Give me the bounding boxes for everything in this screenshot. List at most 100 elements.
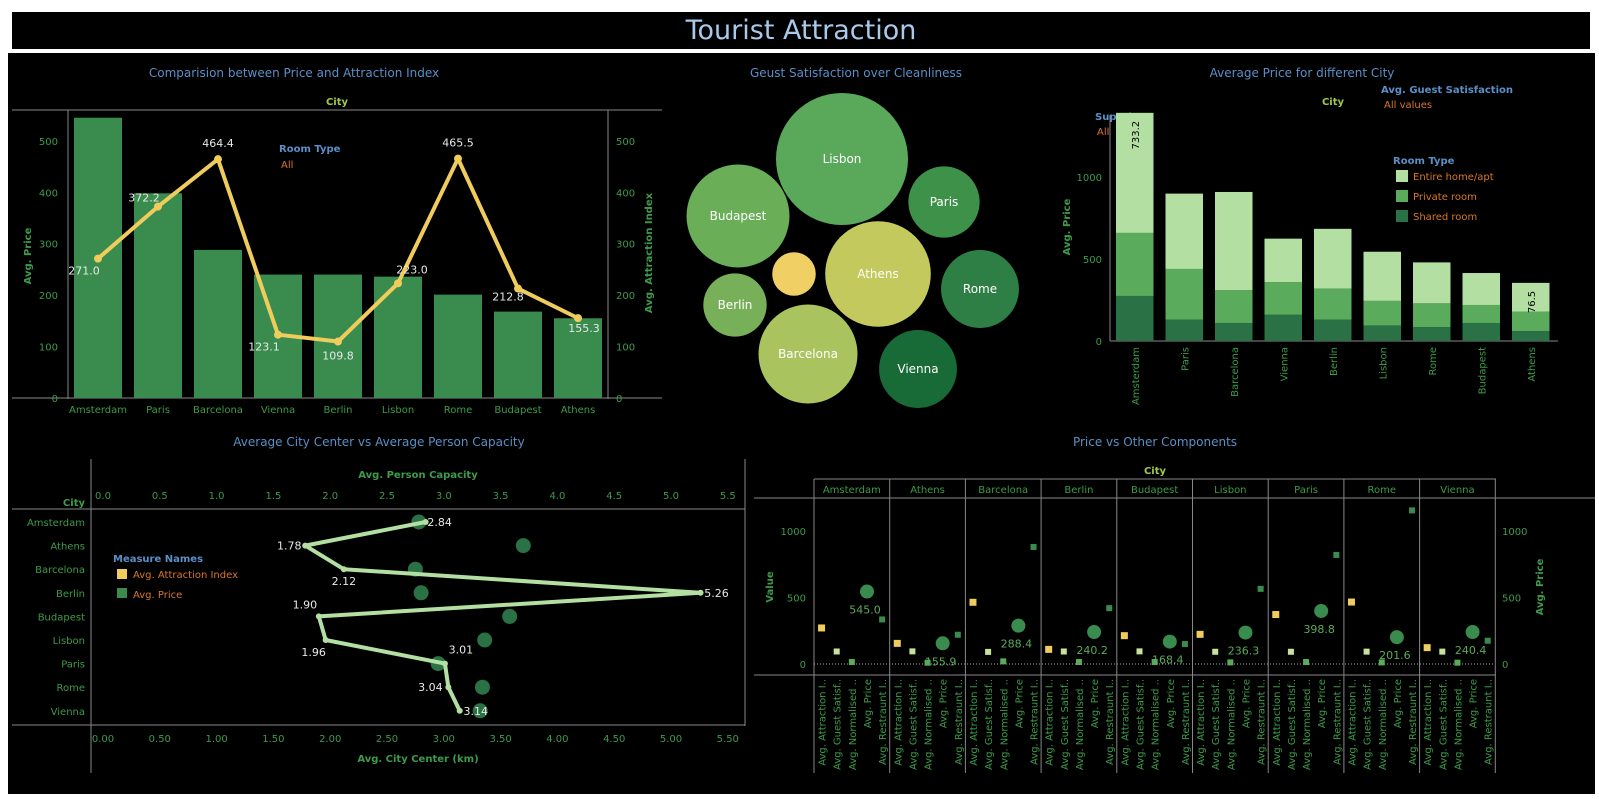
c3-bar-segment[interactable] — [1314, 228, 1352, 289]
c5-price-mark[interactable] — [859, 584, 874, 599]
c3-gs-value[interactable]: All values — [1384, 100, 1432, 111]
c5-attraction-mark[interactable] — [893, 639, 901, 647]
c5-price-mark[interactable] — [1011, 618, 1026, 633]
c1-line-point[interactable] — [154, 202, 162, 211]
c5-guest-mark[interactable] — [1363, 648, 1370, 655]
c1-bar[interactable] — [134, 193, 182, 398]
c5-guest-mark[interactable] — [1060, 648, 1067, 655]
c3-superhost-value[interactable]: All — [1097, 127, 1109, 138]
c3-bar-segment[interactable] — [1413, 262, 1451, 304]
c5-guest-mark[interactable] — [833, 648, 840, 655]
c4-capacity-dot[interactable] — [502, 608, 518, 624]
c3-bar-segment[interactable] — [1363, 300, 1402, 326]
c5-price-mark[interactable] — [1162, 634, 1177, 649]
c5-price-mark[interactable] — [1238, 625, 1253, 640]
c5-normalised-mark[interactable] — [924, 659, 931, 666]
c5-attraction-mark[interactable] — [969, 598, 977, 606]
c4-center-point[interactable] — [315, 613, 322, 620]
c3-bar-segment[interactable] — [1462, 273, 1501, 305]
c5-normalised-mark[interactable] — [1000, 658, 1007, 665]
c3-bar-segment[interactable] — [1264, 282, 1303, 315]
c4-capacity-dot[interactable] — [477, 632, 493, 648]
c5-attraction-mark[interactable] — [1347, 598, 1355, 606]
c5-restaurant-mark[interactable] — [1106, 605, 1113, 612]
c3-bar-segment[interactable] — [1215, 191, 1253, 291]
c1-bar[interactable] — [434, 294, 482, 398]
c2-bubble[interactable] — [908, 166, 980, 238]
c3-bar-segment[interactable] — [1462, 304, 1501, 323]
c1-bar[interactable] — [494, 311, 542, 398]
c2-bubble[interactable] — [703, 273, 767, 337]
c4-capacity-dot[interactable] — [413, 585, 429, 601]
c5-price-mark[interactable] — [1389, 630, 1404, 645]
c1-line-point[interactable] — [574, 314, 582, 323]
c5-normalised-mark[interactable] — [1075, 659, 1082, 666]
c3-bar-segment[interactable] — [1116, 295, 1154, 341]
c3-bar-segment[interactable] — [1413, 303, 1451, 328]
c3-bar-segment[interactable] — [1314, 319, 1352, 341]
c5-guest-mark[interactable] — [985, 648, 992, 655]
c5-guest-mark[interactable] — [1287, 648, 1294, 655]
c3-legend-item[interactable]: Private room — [1413, 192, 1477, 203]
c3-bar-segment[interactable] — [1413, 327, 1451, 341]
c5-price-mark[interactable] — [1465, 625, 1480, 640]
c3-bar-segment[interactable] — [1165, 319, 1204, 341]
c5-normalised-mark[interactable] — [1454, 659, 1461, 666]
c3-bar-segment[interactable] — [1314, 288, 1352, 320]
c5-restaurant-mark[interactable] — [1484, 637, 1491, 644]
c2-bubble[interactable] — [772, 252, 816, 296]
c4-legend-item-attraction[interactable]: Avg. Attraction Index — [133, 570, 238, 581]
c3-bar-segment[interactable] — [1165, 193, 1204, 269]
c3-bar-segment[interactable] — [1512, 311, 1550, 332]
c5-normalised-mark[interactable] — [1378, 659, 1385, 666]
c5-attraction-mark[interactable] — [1272, 611, 1280, 619]
c3-bar-segment[interactable] — [1512, 331, 1550, 341]
c4-capacity-dot[interactable] — [515, 538, 531, 554]
c3-bar-segment[interactable] — [1116, 112, 1154, 233]
c5-guest-mark[interactable] — [1212, 648, 1219, 655]
c3-bar-segment[interactable] — [1363, 251, 1402, 301]
c3-bar-segment[interactable] — [1116, 232, 1154, 296]
c1-bar[interactable] — [314, 274, 362, 398]
c3-bar-segment[interactable] — [1264, 238, 1303, 283]
c5-normalised-mark[interactable] — [1151, 659, 1158, 666]
c1-line-point[interactable] — [394, 279, 402, 288]
c5-attraction-mark[interactable] — [818, 624, 826, 632]
c5-price-mark[interactable] — [1314, 603, 1329, 618]
c5-normalised-mark[interactable] — [1227, 659, 1234, 666]
c5-attraction-mark[interactable] — [1045, 645, 1053, 653]
c4-center-point[interactable] — [422, 519, 429, 525]
c4-center-point[interactable] — [340, 566, 347, 573]
c3-bar-segment[interactable] — [1462, 322, 1501, 341]
c5-restaurant-mark[interactable] — [1257, 585, 1264, 592]
c1-line-point[interactable] — [94, 254, 102, 263]
c1-bar[interactable] — [374, 276, 422, 398]
c3-legend-item[interactable]: Entire home/apt — [1413, 172, 1494, 183]
c4-center-point[interactable] — [697, 589, 704, 596]
c4-capacity-dot[interactable] — [472, 703, 488, 719]
c2-bubble[interactable] — [776, 93, 908, 225]
c2-bubble[interactable] — [686, 164, 790, 268]
c4-center-point[interactable] — [441, 660, 448, 667]
c5-guest-mark[interactable] — [1439, 648, 1446, 655]
c4-capacity-dot[interactable] — [474, 679, 490, 695]
c5-normalised-mark[interactable] — [848, 659, 855, 666]
c5-restaurant-mark[interactable] — [1181, 641, 1188, 648]
c1-line-point[interactable] — [514, 284, 522, 293]
c5-attraction-mark[interactable] — [1423, 644, 1431, 652]
c5-restaurant-mark[interactable] — [954, 631, 961, 638]
c4-legend-item-price[interactable]: Avg. Price — [133, 590, 182, 601]
c1-line-point[interactable] — [274, 330, 282, 339]
c5-price-mark[interactable] — [1087, 625, 1102, 640]
c1-line-point[interactable] — [454, 154, 462, 163]
c1-bar[interactable] — [194, 249, 242, 398]
c3-bar-segment[interactable] — [1215, 322, 1253, 341]
c2-bubble[interactable] — [941, 250, 1019, 328]
c4-center-point[interactable] — [302, 542, 309, 549]
c1-bar[interactable] — [554, 318, 602, 398]
c3-legend-item[interactable]: Shared room — [1413, 212, 1477, 223]
c5-restaurant-mark[interactable] — [1409, 507, 1416, 514]
c5-restaurant-mark[interactable] — [879, 616, 886, 623]
c5-attraction-mark[interactable] — [1120, 632, 1128, 640]
c4-center-point[interactable] — [445, 684, 452, 691]
